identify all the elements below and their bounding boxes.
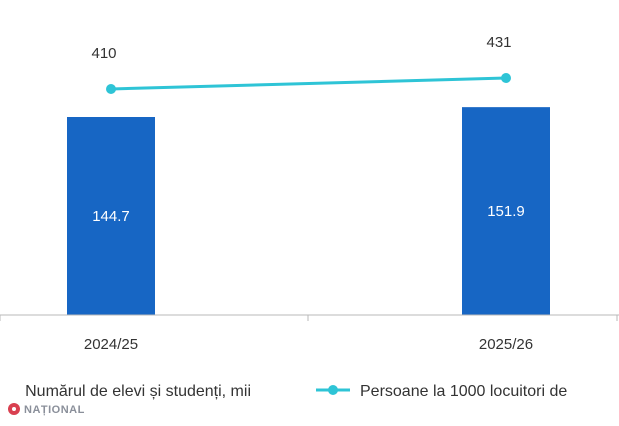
logo-text: NAȚIONAL xyxy=(24,404,85,416)
line-series xyxy=(110,76,507,91)
legend-marker xyxy=(328,385,338,395)
bar-value-label-1: 151.9 xyxy=(487,203,525,220)
legend: Numărul de elevi și studenți, mii Persoa… xyxy=(25,383,567,400)
x-tick-label-1: 2025/26 xyxy=(479,336,533,353)
logo: NAȚIONAL xyxy=(8,403,85,416)
line-point-0 xyxy=(106,84,116,94)
bar-0 xyxy=(67,117,155,315)
bars-layer: 144.7 151.9 xyxy=(67,107,550,316)
line-point-1 xyxy=(501,73,511,83)
line-value-label-1: 431 xyxy=(486,34,511,51)
line-value-label-0: 410 xyxy=(91,45,116,62)
bar-value-label-0: 144.7 xyxy=(92,208,130,225)
legend-label-bars: Numărul de elevi și studenți, mii xyxy=(25,383,251,400)
legend-label-line: Persoane la 1000 locuitori de xyxy=(360,383,567,400)
axis-layer: 2024/25 2025/26 xyxy=(0,314,619,353)
x-tick-label-0: 2024/25 xyxy=(84,336,138,353)
bar-1 xyxy=(462,107,550,316)
logo-icon-dot xyxy=(12,407,16,411)
line-layer: 410 431 xyxy=(91,34,512,94)
